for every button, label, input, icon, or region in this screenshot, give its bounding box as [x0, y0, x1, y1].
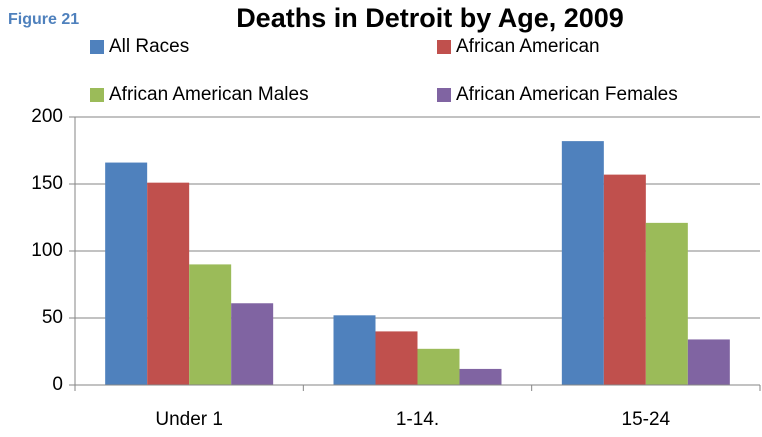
- y-tick-label: 50: [42, 307, 63, 328]
- x-tick-label: 15-24: [622, 409, 671, 430]
- bar: [561, 141, 604, 385]
- figure-label: Figure 21: [8, 11, 79, 28]
- bar: [687, 339, 730, 385]
- bar: [231, 303, 274, 385]
- bar: [375, 331, 418, 385]
- bar: [105, 162, 148, 385]
- bar: [603, 174, 646, 385]
- bar: [459, 368, 502, 385]
- y-tick-label: 200: [31, 106, 63, 127]
- legend-swatch: [90, 40, 104, 54]
- legend-swatch: [437, 40, 451, 54]
- y-tick-label: 0: [52, 374, 63, 395]
- bar: [147, 182, 190, 385]
- legend-label: African American: [456, 36, 600, 57]
- x-tick-label: 1-14.: [396, 409, 439, 430]
- chart-title: Deaths in Detroit by Age, 2009: [236, 3, 624, 33]
- legend-swatch: [90, 88, 104, 102]
- legend-swatch: [437, 88, 451, 102]
- bar: [189, 264, 232, 385]
- y-tick-label: 150: [31, 173, 63, 194]
- legend-label: African American Males: [109, 84, 309, 105]
- x-tick-label: Under 1: [155, 409, 223, 430]
- bar: [645, 222, 688, 385]
- bar: [333, 315, 376, 385]
- legend-label: All Races: [109, 36, 189, 57]
- bar: [417, 348, 460, 385]
- legend-label: African American Females: [456, 84, 678, 105]
- y-tick-label: 100: [31, 240, 63, 261]
